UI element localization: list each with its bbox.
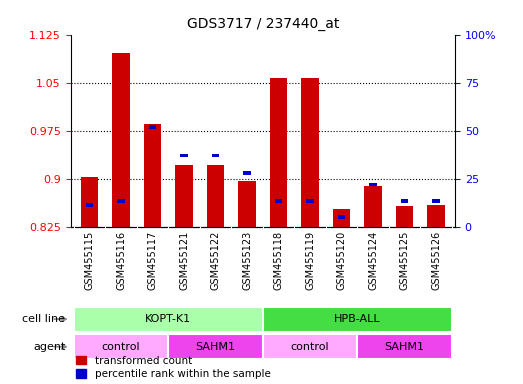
Bar (112, 53, 130, 227)
Text: GSM455118: GSM455118 (274, 230, 283, 290)
Bar (168, 334, 263, 359)
Text: agent: agent (33, 342, 65, 352)
Bar (74, 307, 263, 331)
Bar (180, 154, 188, 157)
Text: KOPT-K1: KOPT-K1 (145, 314, 191, 324)
Bar (212, 154, 220, 157)
Text: GSM455122: GSM455122 (211, 230, 221, 290)
Bar (270, 78, 287, 227)
Text: GSM455115: GSM455115 (85, 230, 95, 290)
Bar (74, 334, 168, 359)
Bar (357, 334, 452, 359)
Bar (81, 177, 98, 227)
Bar (207, 165, 224, 227)
Bar (263, 307, 452, 331)
Bar (243, 171, 251, 175)
Text: GSM455119: GSM455119 (305, 230, 315, 290)
Bar (263, 334, 357, 359)
Text: GSM455121: GSM455121 (179, 230, 189, 290)
Bar (427, 205, 445, 227)
Text: control: control (101, 342, 140, 352)
Bar (401, 199, 408, 203)
Bar (117, 199, 125, 203)
Text: GSM455126: GSM455126 (431, 230, 441, 290)
Bar (396, 206, 413, 227)
Bar (333, 209, 350, 227)
Title: GDS3717 / 237440_at: GDS3717 / 237440_at (187, 17, 339, 31)
Bar (175, 165, 192, 227)
Bar (238, 181, 256, 227)
Bar (432, 199, 440, 203)
Text: control: control (291, 342, 329, 352)
Bar (86, 203, 94, 207)
Text: GSM455123: GSM455123 (242, 230, 252, 290)
Bar (275, 199, 282, 203)
Text: SAHM1: SAHM1 (196, 342, 235, 352)
Bar (144, 124, 161, 227)
Bar (369, 183, 377, 186)
Bar (301, 78, 319, 227)
Text: GSM455124: GSM455124 (368, 230, 378, 290)
Text: cell line: cell line (22, 314, 65, 324)
Text: HPB-ALL: HPB-ALL (334, 314, 381, 324)
Text: GSM455120: GSM455120 (337, 230, 347, 290)
Legend: transformed count, percentile rank within the sample: transformed count, percentile rank withi… (76, 356, 270, 379)
Bar (149, 125, 156, 129)
Text: SAHM1: SAHM1 (384, 342, 425, 352)
Text: GSM455125: GSM455125 (400, 230, 410, 290)
Bar (306, 199, 314, 203)
Text: GSM455116: GSM455116 (116, 230, 126, 290)
Bar (338, 215, 346, 219)
Text: GSM455117: GSM455117 (147, 230, 157, 290)
Bar (365, 186, 382, 227)
